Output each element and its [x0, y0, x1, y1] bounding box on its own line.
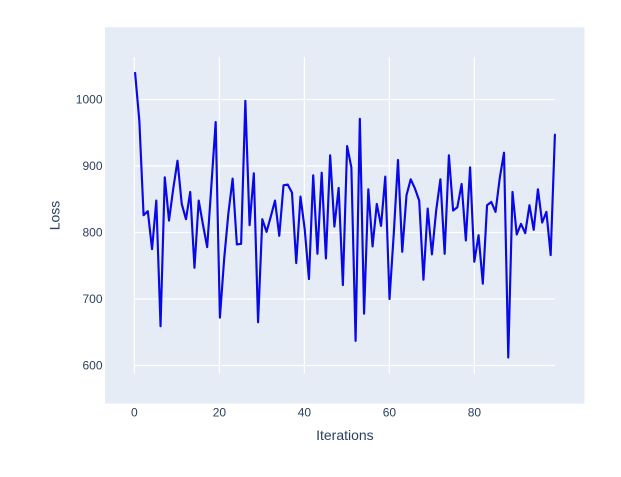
svg-text:1000: 1000: [76, 93, 103, 107]
svg-text:600: 600: [82, 359, 102, 373]
svg-text:20: 20: [213, 406, 227, 420]
svg-text:80: 80: [468, 406, 482, 420]
svg-text:Loss: Loss: [47, 201, 63, 231]
svg-text:60: 60: [383, 406, 397, 420]
svg-text:0: 0: [131, 406, 138, 420]
svg-text:900: 900: [82, 159, 102, 173]
svg-text:700: 700: [82, 292, 102, 306]
svg-text:Iterations: Iterations: [316, 427, 374, 443]
svg-text:800: 800: [82, 226, 102, 240]
svg-text:40: 40: [298, 406, 312, 420]
